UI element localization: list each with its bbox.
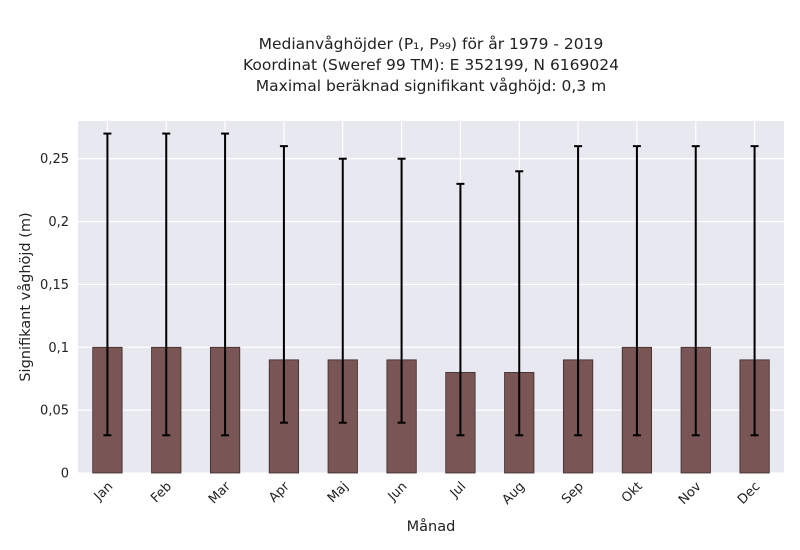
y-tick-label: 0,15: [40, 278, 69, 293]
x-tick-label-aug: Aug: [500, 479, 529, 508]
y-axis-title: Signifikant våghöjd (m): [17, 212, 34, 381]
x-tick-label-sep: Sep: [559, 479, 587, 507]
x-axis-title: Månad: [407, 518, 456, 535]
y-tick-label: 0,05: [40, 404, 69, 419]
y-tick-label: 0,1: [48, 341, 69, 356]
y-tick-label: 0: [61, 467, 69, 482]
x-tick-label-mar: Mar: [206, 479, 234, 507]
y-tick-label: 0,25: [40, 152, 69, 167]
title-line-2: Koordinat (Sweref 99 TM): E 352199, N 61…: [243, 56, 619, 74]
x-tick-label-feb: Feb: [148, 479, 175, 506]
plot-area: [78, 121, 784, 473]
x-tick-label-okt: Okt: [619, 479, 646, 506]
x-tick-label-jun: Jun: [385, 479, 411, 505]
chart-title: Medianvåghöjder (P₁, P₉₉) för år 1979 - …: [0, 34, 800, 97]
x-tick-label-dec: Dec: [735, 479, 763, 507]
y-tick-label: 0,2: [48, 215, 69, 230]
x-tick-label-nov: Nov: [676, 479, 705, 508]
title-line-1: Medianvåghöjder (P₁, P₉₉) för år 1979 - …: [258, 35, 604, 53]
x-tick-label-jan: Jan: [91, 479, 116, 504]
x-tick-label-jul: Jul: [447, 479, 469, 501]
title-line-3: Maximal beräknad signifikant våghöjd: 0,…: [255, 77, 607, 95]
x-tick-label-apr: Apr: [266, 479, 293, 506]
x-tick-label-maj: Maj: [325, 479, 352, 506]
